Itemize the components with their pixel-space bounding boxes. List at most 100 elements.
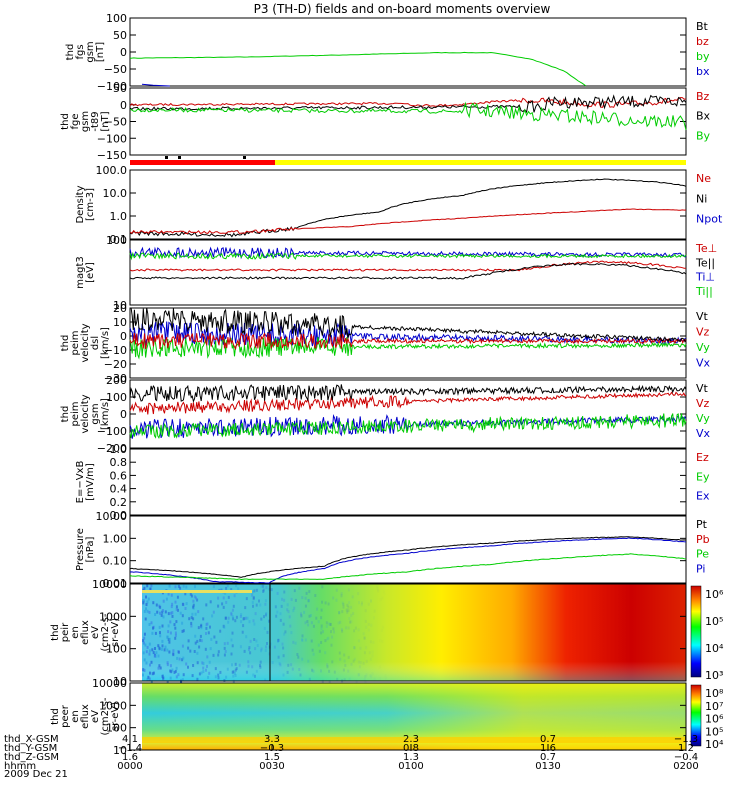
peir-speckle bbox=[348, 601, 351, 605]
x-row-value: 0100 bbox=[398, 761, 423, 772]
x-row-value: 2.3 bbox=[403, 734, 419, 745]
peir-band bbox=[142, 590, 252, 593]
peir-speckle bbox=[205, 632, 207, 635]
peir-speckle bbox=[167, 630, 170, 634]
peir-speckle bbox=[280, 604, 283, 608]
peir-speckle bbox=[244, 606, 247, 610]
peir-speckle bbox=[232, 674, 235, 678]
peir-speckle bbox=[230, 638, 233, 642]
peir-speckle bbox=[196, 677, 199, 681]
peir-speckle bbox=[339, 620, 342, 624]
y-axis-label: [nPa] bbox=[85, 536, 96, 562]
y-tick-label: 100.0 bbox=[96, 164, 128, 177]
peir-speckle bbox=[377, 589, 379, 592]
panel-frame bbox=[129, 448, 687, 516]
series-Bx bbox=[129, 94, 687, 114]
status-marker bbox=[243, 156, 246, 159]
peir-speckle bbox=[150, 621, 153, 625]
peir-speckle bbox=[264, 602, 267, 606]
peir-speckle bbox=[151, 631, 154, 635]
peir-speckle bbox=[271, 661, 274, 664]
peir-speckle bbox=[182, 629, 185, 633]
legend-temp-0: Te⊥ bbox=[695, 242, 717, 255]
peir-speckle bbox=[143, 609, 146, 613]
peir-speckle bbox=[367, 602, 370, 606]
peir-speckle bbox=[224, 650, 227, 653]
series-Ne bbox=[129, 208, 687, 235]
panel-frame bbox=[129, 515, 687, 584]
peir-speckle bbox=[209, 625, 211, 629]
series-bx bbox=[141, 83, 170, 87]
peir-speckle bbox=[363, 636, 366, 640]
y-tick-label: −200 bbox=[97, 442, 127, 455]
peir-speckle bbox=[318, 649, 321, 653]
series-Teperp bbox=[129, 260, 687, 272]
peir-speckle bbox=[347, 626, 350, 630]
peir-speckle bbox=[265, 613, 267, 617]
peir-speckle bbox=[161, 644, 164, 648]
legend-temp-2: Ti⊥ bbox=[695, 271, 715, 284]
peir-speckle bbox=[145, 603, 148, 607]
y-tick-label: 50 bbox=[113, 82, 127, 95]
y-axis-label: sr-eV) bbox=[110, 702, 121, 731]
peir-speckle bbox=[317, 620, 320, 624]
peir-speckle bbox=[279, 612, 282, 616]
peir-speckle bbox=[298, 668, 301, 671]
peir-speckle bbox=[174, 631, 177, 635]
peir-speckle bbox=[194, 612, 197, 616]
peir-speckle bbox=[347, 605, 350, 609]
peir-speckle bbox=[192, 599, 195, 603]
peir-speckle bbox=[197, 610, 200, 614]
peir-speckle bbox=[371, 650, 374, 654]
peir-speckle bbox=[225, 600, 228, 604]
peir-speckle bbox=[266, 642, 268, 645]
y-tick-label: 1.0 bbox=[110, 443, 128, 456]
peir-speckle bbox=[331, 660, 334, 664]
peir-speckle bbox=[307, 659, 310, 663]
series-Vz bbox=[129, 332, 687, 351]
peir-speckle bbox=[362, 632, 365, 636]
peir-speckle bbox=[162, 599, 165, 603]
peir-speckle bbox=[379, 666, 381, 669]
peir-speckle bbox=[253, 589, 256, 593]
peir-speckle bbox=[160, 647, 163, 651]
peir-speckle bbox=[364, 619, 367, 623]
peir-speckle bbox=[145, 661, 148, 665]
peir-speckle bbox=[300, 612, 302, 616]
peir-speckle bbox=[148, 623, 151, 626]
legend-peim_gsm-1: Vz bbox=[696, 397, 710, 410]
peir-gap bbox=[130, 584, 142, 681]
peir-speckle bbox=[385, 674, 387, 677]
peir-speckle bbox=[341, 680, 344, 684]
peir-speckle bbox=[177, 608, 179, 612]
y-tick-label: 0.2 bbox=[110, 496, 128, 509]
y-tick-label: 0.6 bbox=[110, 469, 128, 482]
peir-speckle bbox=[352, 612, 355, 615]
status-marker bbox=[178, 156, 181, 159]
peir-speckle bbox=[200, 639, 203, 643]
peir-speckle bbox=[187, 646, 190, 650]
peir-speckle bbox=[206, 655, 209, 659]
peir-speckle bbox=[175, 620, 178, 624]
peir-speckle bbox=[287, 663, 290, 667]
peir-speckle bbox=[154, 613, 157, 616]
peir-speckle bbox=[266, 630, 269, 634]
peir-speckle bbox=[249, 651, 252, 655]
y-axis-label: E=−VxB bbox=[75, 461, 86, 504]
y-axis-label: eflux bbox=[80, 620, 91, 645]
peir-speckle bbox=[170, 670, 173, 674]
peir-speckle bbox=[224, 616, 227, 620]
peir-speckle bbox=[190, 621, 193, 625]
peir-speckle bbox=[215, 640, 218, 644]
panel-density: 100.0 10.0 1.0 0.1 Density [cm-3] Ne Ni Npot bbox=[75, 164, 723, 246]
peir-speckle bbox=[223, 642, 226, 646]
peir-speckle bbox=[320, 669, 322, 673]
peir-speckle bbox=[252, 619, 255, 623]
peir-speckle bbox=[363, 678, 366, 682]
peir-speckle bbox=[262, 584, 265, 588]
peir-speckle bbox=[349, 620, 351, 624]
peir-speckle bbox=[301, 596, 304, 600]
peir-speckle bbox=[187, 639, 190, 643]
peir-speckle bbox=[142, 641, 145, 645]
